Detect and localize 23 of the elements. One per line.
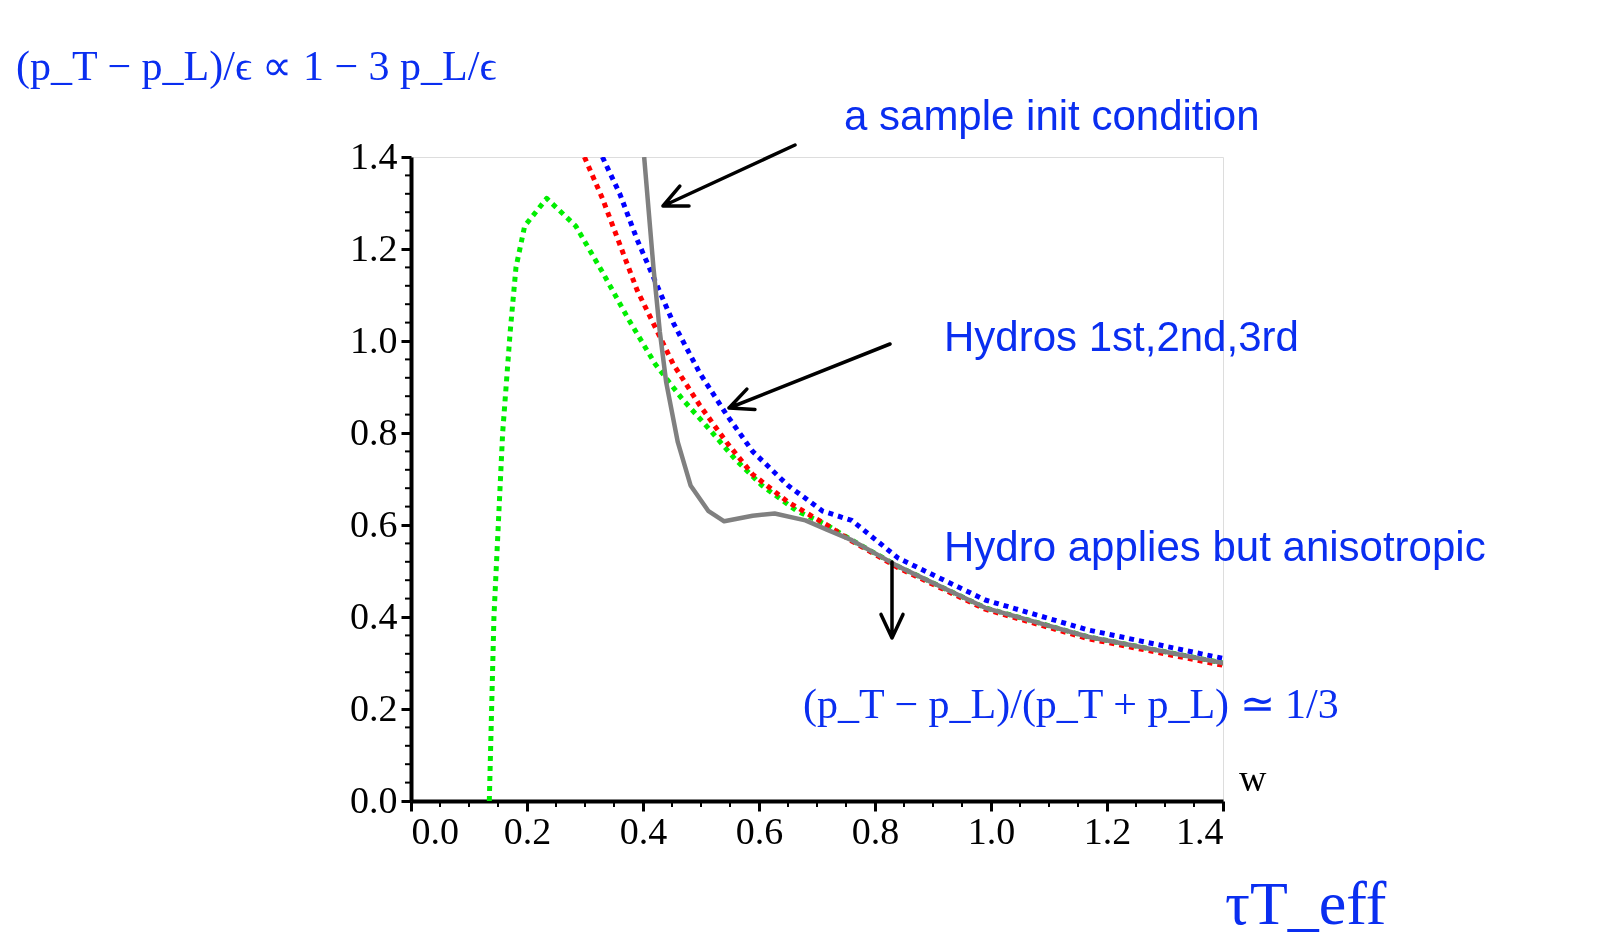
x-tick-label: 1.0 [967,809,1016,852]
text: τT_eff [1225,869,1387,937]
text: a sample init condition [844,92,1260,139]
annotation: Hydro applies but anisotropic [944,523,1486,570]
y-tick-label: 0.8 [350,410,398,453]
y-tick-label: 0.0 [350,778,398,821]
x-axis-title: w [1239,757,1267,799]
y-tick-label: 1.2 [350,226,398,269]
x-tick-label: 1.4 [1176,809,1224,852]
y-tick-label: 1.4 [350,134,398,177]
x-tick-label: 0.8 [851,809,900,852]
y-tick-label: 0.6 [350,502,398,545]
x-tick-label: 0.6 [735,809,784,852]
x-tick-label: 0.4 [619,809,668,852]
x-tick-label: 0.2 [503,809,552,852]
annotation: Hydros 1st,2nd,3rd [944,313,1299,360]
annotation: (p_T − p_L)/(p_T + p_L) ≃ 1/3 [803,681,1339,728]
x-tick-label: 1.2 [1083,809,1132,852]
y-axis-title: (p_T − p_L)/ϵ ∝ 1 − 3 p_L/ϵ [16,43,497,90]
y-tick-label: 0.2 [350,686,398,729]
y-tick-label: 0.4 [350,594,398,637]
x-tick-label: 0.0 [411,809,459,852]
y-tick-label: 1.0 [350,318,398,361]
